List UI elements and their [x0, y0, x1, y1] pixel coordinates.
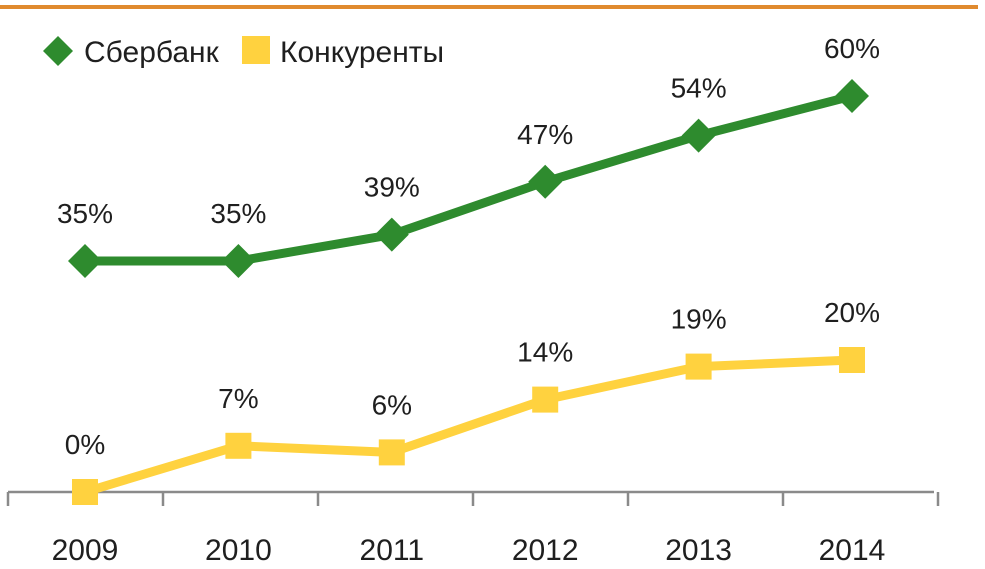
- data-point: [68, 244, 102, 278]
- plot-area: 35% 35% 39% 47% 54% 60% 0% 7% 6% 14% 19% 20%: [57, 33, 880, 505]
- data-point: [839, 347, 865, 373]
- x-tick-label: 2013: [665, 534, 732, 567]
- data-point: [72, 479, 98, 505]
- data-label: 39%: [364, 172, 420, 203]
- series-sber: 35% 35% 39% 47% 54% 60%: [57, 33, 880, 278]
- data-label: 35%: [210, 198, 266, 229]
- legend: Сбербанк Конкуренты: [43, 36, 444, 69]
- data-label: 54%: [671, 73, 727, 104]
- data-point: [378, 439, 405, 466]
- data-label: 14%: [517, 337, 573, 368]
- data-point: [681, 118, 716, 153]
- x-tick-label: 2009: [52, 534, 119, 567]
- data-label: 20%: [824, 297, 880, 328]
- data-label: 0%: [65, 429, 105, 460]
- data-point: [532, 386, 559, 413]
- data-point: [221, 244, 256, 278]
- series-line-sber: [80, 91, 857, 266]
- legend-item-competitors: Конкуренты: [242, 36, 444, 69]
- legend-label-competitors: Конкуренты: [280, 36, 444, 69]
- legend-item-sber: Сбербанк: [43, 36, 220, 69]
- legend-label-sber: Сбербанк: [84, 36, 220, 69]
- legend-marker-competitors: [242, 36, 270, 64]
- data-label: 19%: [671, 304, 727, 335]
- series-line-competitors: [80, 355, 857, 497]
- data-label: 35%: [57, 198, 113, 229]
- data-label: 7%: [218, 383, 258, 414]
- data-point: [685, 353, 712, 380]
- data-label: 6%: [372, 389, 412, 420]
- x-tick-label: 2012: [512, 534, 579, 567]
- x-tick-label: 2011: [360, 534, 425, 567]
- data-point: [528, 164, 563, 199]
- data-point: [374, 217, 409, 252]
- series-competitors: 0% 7% 6% 14% 19% 20%: [65, 297, 880, 505]
- data-label: 60%: [824, 33, 880, 64]
- data-point: [225, 432, 252, 459]
- data-label: 47%: [517, 119, 573, 150]
- data-point: [835, 79, 869, 113]
- x-tick-label: 2014: [819, 534, 886, 567]
- x-tick-label: 2010: [205, 534, 272, 567]
- x-axis: 2009 2010 2011 2012 2013 2014: [6, 490, 940, 567]
- legend-marker-sber: [43, 36, 73, 66]
